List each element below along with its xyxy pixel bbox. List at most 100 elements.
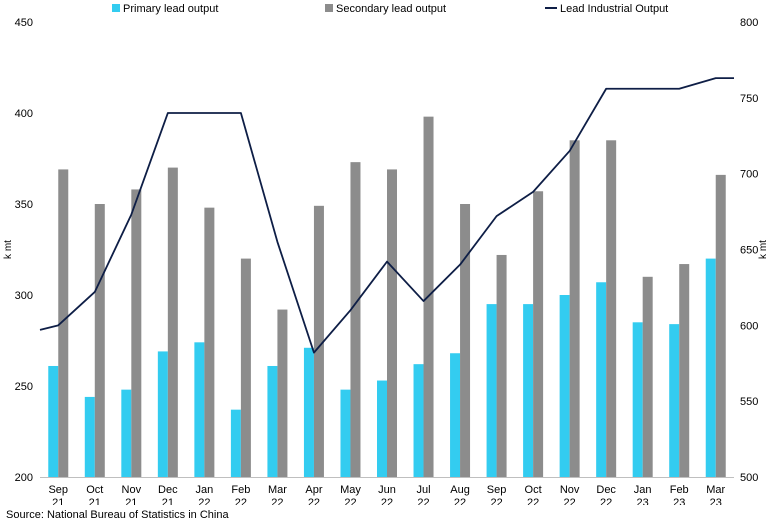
- chart: Primary lead output Secondary lead output…: [3, 3, 769, 505]
- x-tick-label: 21: [162, 497, 174, 505]
- bar: [58, 169, 69, 478]
- bar: [533, 191, 544, 477]
- x-tick-label: 22: [454, 497, 466, 505]
- legend-swatch: [325, 4, 333, 12]
- bar: [267, 365, 278, 477]
- x-tick-label: Oct: [86, 484, 103, 496]
- y-right-tick-label: 500: [740, 472, 758, 484]
- x-tick-label: 22: [198, 497, 210, 505]
- y-left-tick-label: 250: [15, 381, 33, 393]
- y-right-tick-label: 650: [740, 245, 758, 257]
- bar: [596, 282, 607, 477]
- bar: [450, 353, 461, 477]
- x-axis-labels: Sep21Oct21Nov21Dec21Jan22Feb22Mar22Apr22…: [48, 484, 725, 505]
- bar: [121, 389, 132, 477]
- line-series: [39, 77, 734, 354]
- x-tick-label: 22: [490, 497, 502, 505]
- x-tick-label: 22: [417, 497, 429, 505]
- x-tick-label: Nov: [122, 484, 142, 496]
- x-tick-label: Jan: [634, 484, 652, 496]
- x-tick-label: 22: [381, 497, 393, 505]
- x-tick-label: Dec: [158, 484, 178, 496]
- bar: [240, 258, 251, 477]
- x-tick-label: 22: [308, 497, 320, 505]
- y-right-tick-label: 750: [740, 93, 758, 105]
- legend-swatch: [112, 4, 120, 12]
- bar: [167, 167, 178, 477]
- y-right-tick-label: 700: [740, 169, 758, 181]
- x-tick-label: Oct: [525, 484, 542, 496]
- axes: 200 250 300 350 400 450 500 550 600 650 700 750 800 k…: [3, 17, 769, 484]
- y-left-tick-label: 200: [15, 472, 33, 484]
- x-tick-label: Mar: [706, 484, 725, 496]
- x-tick-label: Apr: [305, 484, 322, 496]
- source-note: Source: National Bureau of Statistics in…: [6, 509, 229, 521]
- bar: [559, 295, 570, 477]
- x-tick-label: 22: [235, 497, 247, 505]
- y-right-tick-label: 600: [740, 320, 758, 332]
- x-tick-label: Jan: [195, 484, 213, 496]
- bar: [523, 304, 534, 477]
- x-tick-label: Feb: [670, 484, 689, 496]
- legend: Primary lead output Secondary lead output…: [112, 3, 668, 15]
- bar: [313, 205, 324, 477]
- bar: [486, 304, 497, 477]
- legend-label: Primary lead output: [123, 3, 218, 15]
- bar: [131, 189, 142, 477]
- bar: [194, 342, 205, 477]
- bar: [460, 204, 471, 477]
- bar: [377, 380, 387, 477]
- bar: [277, 309, 288, 477]
- bar: [204, 207, 215, 477]
- x-tick-label: Aug: [450, 484, 470, 496]
- bars: [48, 116, 726, 478]
- y-left-tick-label: 300: [15, 290, 33, 302]
- bar: [496, 254, 507, 477]
- x-tick-label: Sep: [487, 484, 507, 496]
- bar: [230, 409, 241, 477]
- x-tick-label: 23: [637, 497, 649, 505]
- x-tick-label: 22: [564, 497, 576, 505]
- bar: [715, 174, 726, 477]
- x-tick-label: 22: [344, 497, 356, 505]
- x-tick-label: May: [340, 484, 361, 496]
- y-right-axis-title: k mt: [758, 240, 769, 259]
- bar: [303, 347, 314, 477]
- y-left-tick-label: 400: [15, 108, 33, 120]
- bar: [157, 351, 168, 477]
- bar: [679, 264, 690, 477]
- bar: [642, 276, 653, 477]
- x-tick-label: 23: [710, 497, 722, 505]
- bar: [48, 365, 59, 477]
- x-tick-label: 23: [673, 497, 685, 505]
- x-tick-label: 21: [52, 497, 64, 505]
- bar: [340, 389, 351, 477]
- x-tick-label: Nov: [560, 484, 580, 496]
- x-tick-label: Mar: [268, 484, 287, 496]
- y-right-tick-label: 800: [740, 17, 758, 29]
- x-tick-label: Dec: [596, 484, 616, 496]
- bar: [705, 258, 716, 477]
- legend-label: Lead Industrial Output: [560, 3, 668, 15]
- x-tick-label: Feb: [231, 484, 250, 496]
- x-tick-label: 22: [527, 497, 539, 505]
- x-tick-label: 22: [271, 497, 283, 505]
- y-left-axis-title: k mt: [3, 240, 14, 259]
- x-tick-label: Sep: [48, 484, 68, 496]
- line-series-path: [39, 77, 734, 354]
- bar: [84, 396, 95, 477]
- y-left-tick-label: 450: [15, 17, 33, 29]
- bar: [387, 169, 397, 478]
- bar: [569, 140, 580, 478]
- x-tick-label: 22: [600, 497, 612, 505]
- x-tick-label: 21: [125, 497, 137, 505]
- bar: [632, 322, 643, 477]
- x-tick-label: Jul: [416, 484, 430, 496]
- legend-label: Secondary lead output: [336, 3, 446, 15]
- x-tick-label: 21: [89, 497, 101, 505]
- bar: [669, 324, 680, 477]
- y-left-tick-label: 350: [15, 199, 33, 211]
- x-tick-label: Jun: [378, 484, 396, 496]
- bar: [350, 162, 361, 477]
- bar: [606, 140, 617, 478]
